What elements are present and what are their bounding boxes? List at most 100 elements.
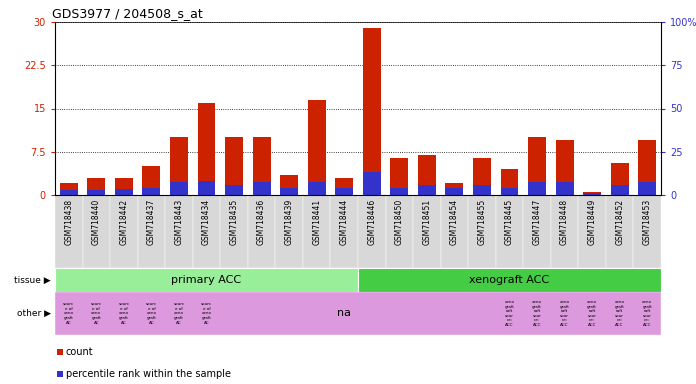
Text: sourc
e of
xeno
graft
AC: sourc e of xeno graft AC <box>201 302 212 325</box>
Bar <box>198 180 216 195</box>
Text: sourc
e of
xeno
graft
AC: sourc e of xeno graft AC <box>146 302 157 325</box>
Text: GDS3977 / 204508_s_at: GDS3977 / 204508_s_at <box>52 7 203 20</box>
Bar <box>88 190 105 195</box>
Bar <box>473 185 491 195</box>
Text: GSM718443: GSM718443 <box>175 199 184 245</box>
Bar <box>358 195 386 268</box>
Text: GSM718444: GSM718444 <box>340 199 349 245</box>
Bar <box>610 163 628 195</box>
Bar <box>638 140 656 195</box>
Bar <box>413 195 441 268</box>
Bar <box>528 137 546 195</box>
Bar <box>276 195 303 268</box>
Text: GSM718447: GSM718447 <box>532 199 541 245</box>
Bar <box>280 187 298 195</box>
Bar <box>60 190 78 195</box>
Bar <box>496 195 523 268</box>
Bar <box>358 268 661 292</box>
Bar <box>55 268 358 292</box>
Bar <box>473 157 491 195</box>
Text: GSM718445: GSM718445 <box>505 199 514 245</box>
Bar <box>468 195 496 268</box>
Bar <box>198 103 216 195</box>
Text: GSM718438: GSM718438 <box>64 199 73 245</box>
Text: xeno
graft
raft
sour
ce:
ACC: xeno graft raft sour ce: ACC <box>615 300 625 327</box>
Bar <box>225 185 243 195</box>
Bar <box>83 195 110 268</box>
Text: tissue ▶: tissue ▶ <box>15 275 51 285</box>
Text: sourc
e of
xeno
graft
AC: sourc e of xeno graft AC <box>173 302 184 325</box>
Text: GSM718435: GSM718435 <box>230 199 239 245</box>
Bar <box>57 371 63 377</box>
Bar <box>555 182 574 195</box>
Bar <box>55 195 83 268</box>
Bar <box>303 195 331 268</box>
Bar <box>606 195 633 268</box>
Text: GSM718442: GSM718442 <box>119 199 128 245</box>
Bar <box>441 195 468 268</box>
Text: other ▶: other ▶ <box>17 309 51 318</box>
Text: GSM718437: GSM718437 <box>147 199 156 245</box>
Bar <box>528 182 546 195</box>
Bar <box>610 185 628 195</box>
Bar <box>138 195 165 268</box>
Bar <box>88 178 105 195</box>
Bar <box>363 28 381 195</box>
Bar <box>335 178 353 195</box>
Text: GSM718450: GSM718450 <box>395 199 404 245</box>
Bar <box>57 349 63 354</box>
Text: xenograft ACC: xenograft ACC <box>469 275 550 285</box>
Text: GSM718434: GSM718434 <box>202 199 211 245</box>
Bar <box>225 137 243 195</box>
Text: percentile rank within the sample: percentile rank within the sample <box>66 369 231 379</box>
Bar <box>386 195 413 268</box>
Text: GSM718452: GSM718452 <box>615 199 624 245</box>
Bar <box>170 182 188 195</box>
Bar <box>633 195 661 268</box>
Text: xeno
graft
raft
sour
ce:
ACC: xeno graft raft sour ce: ACC <box>642 300 652 327</box>
Bar <box>523 195 551 268</box>
Bar <box>143 166 160 195</box>
Bar <box>500 169 519 195</box>
Text: GSM718439: GSM718439 <box>285 199 294 245</box>
Bar <box>500 187 519 195</box>
Bar <box>110 195 138 268</box>
Bar <box>551 195 578 268</box>
Bar <box>248 195 276 268</box>
Text: GSM718441: GSM718441 <box>313 199 321 245</box>
Text: GSM718453: GSM718453 <box>642 199 651 245</box>
Bar <box>220 195 248 268</box>
Text: GSM718448: GSM718448 <box>560 199 569 245</box>
Text: GSM718454: GSM718454 <box>450 199 459 245</box>
Text: xeno
graft
raft
sour
ce:
ACC: xeno graft raft sour ce: ACC <box>587 300 597 327</box>
Bar <box>308 182 326 195</box>
Bar <box>115 189 133 195</box>
Bar <box>331 195 358 268</box>
Bar <box>578 195 606 268</box>
Bar <box>445 184 464 195</box>
Text: xeno
graft
raft
sour
ce:
ACC: xeno graft raft sour ce: ACC <box>560 300 569 327</box>
Bar <box>143 188 160 195</box>
Bar <box>445 187 464 195</box>
Text: GSM718436: GSM718436 <box>257 199 266 245</box>
Bar <box>390 157 409 195</box>
Text: sourc
e of
xeno
graft
AC: sourc e of xeno graft AC <box>118 302 129 325</box>
Bar <box>583 192 601 195</box>
Text: GSM718446: GSM718446 <box>367 199 377 245</box>
Text: primary ACC: primary ACC <box>171 275 242 285</box>
Text: GSM718451: GSM718451 <box>422 199 432 245</box>
Text: xeno
graft
raft
sour
ce:
ACC: xeno graft raft sour ce: ACC <box>505 300 514 327</box>
Text: GSM718449: GSM718449 <box>587 199 596 245</box>
Text: sourc
e of
xeno
graft
AC: sourc e of xeno graft AC <box>63 302 74 325</box>
Bar <box>193 195 220 268</box>
Bar <box>60 184 78 195</box>
Bar <box>390 187 409 195</box>
Bar <box>308 100 326 195</box>
Bar <box>165 195 193 268</box>
Text: na: na <box>338 308 351 318</box>
Text: sourc
e of
xeno
graft
AC: sourc e of xeno graft AC <box>90 302 102 325</box>
Text: xeno
graft
raft
sour
ce:
ACC: xeno graft raft sour ce: ACC <box>532 300 542 327</box>
Text: GSM718440: GSM718440 <box>92 199 101 245</box>
Bar <box>253 137 271 195</box>
Text: count: count <box>66 347 94 357</box>
